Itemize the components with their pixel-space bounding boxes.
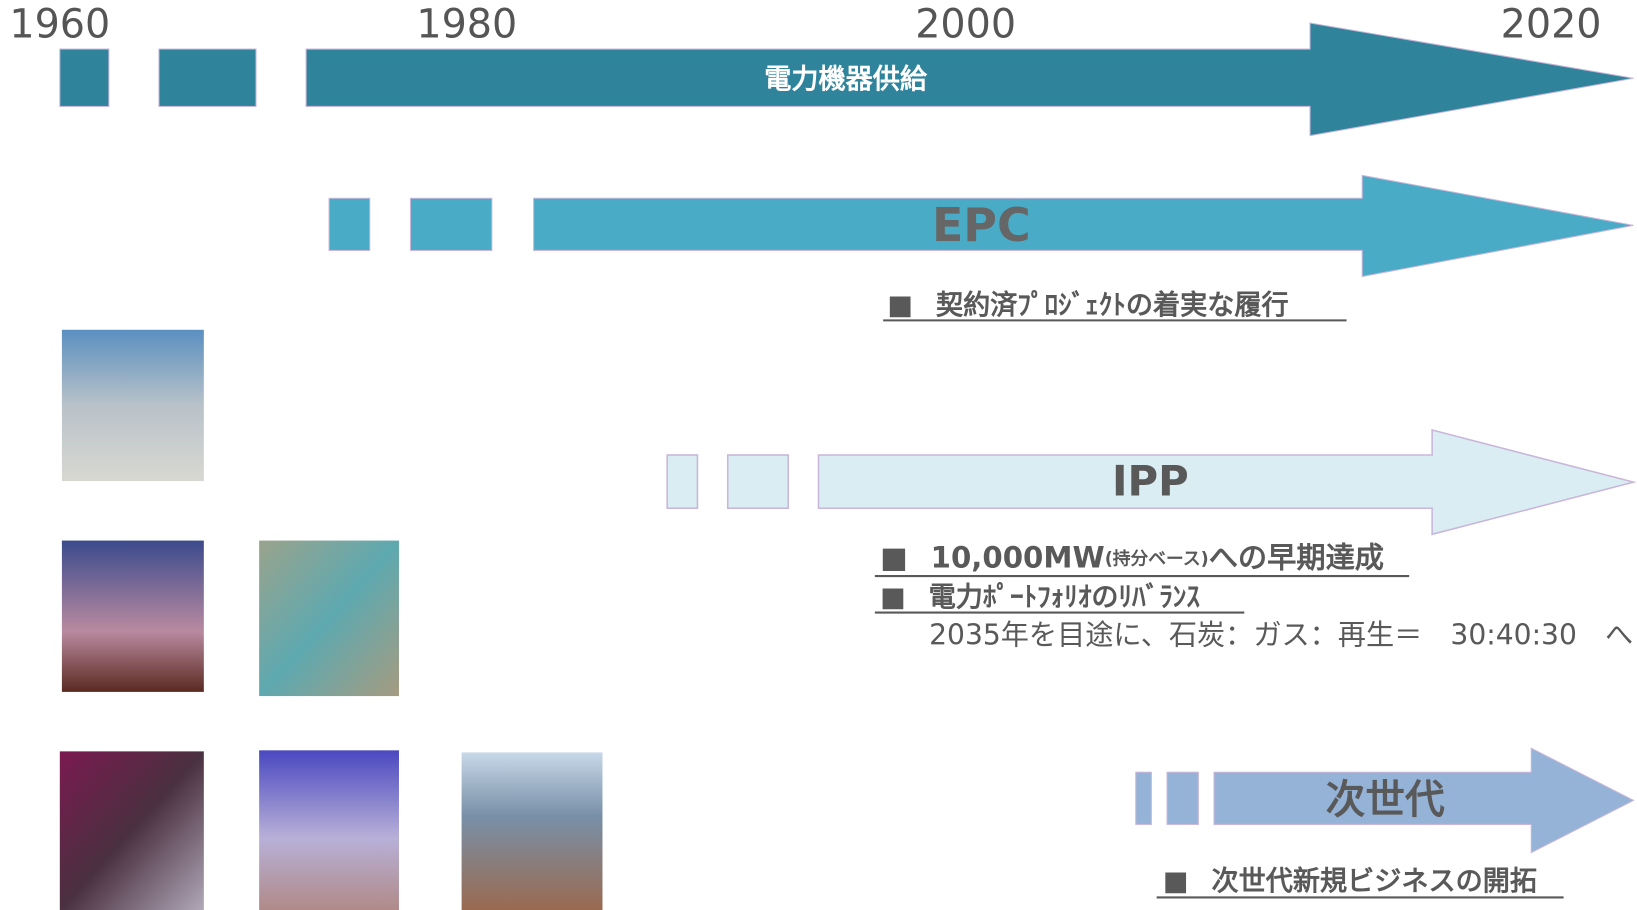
- photo: [259, 541, 399, 696]
- year-label: 2020: [1501, 2, 1602, 48]
- note-text: 次世代新規ビジネスの開拓: [1211, 864, 1537, 896]
- dash-block: [329, 198, 370, 250]
- track-label: IPP: [1112, 457, 1189, 506]
- photo: [62, 541, 204, 692]
- track-next-gen: 次世代: [1136, 748, 1634, 852]
- track-equipment: 電力機器供給: [60, 23, 1634, 136]
- photo: [259, 750, 399, 910]
- dash-block: [410, 198, 491, 250]
- track-ipp: IPP: [667, 430, 1633, 534]
- bullet: ■: [880, 581, 906, 612]
- photos: [60, 330, 603, 910]
- note: ■ 契約済ﾌﾟﾛｼﾞｪｸﾄの着実な履行: [887, 288, 1288, 320]
- year-label: 1960: [9, 2, 110, 48]
- track-label: 次世代: [1326, 777, 1445, 823]
- dash-block: [728, 455, 789, 508]
- year-label: 1980: [416, 2, 517, 48]
- note-text: 契約済ﾌﾟﾛｼﾞｪｸﾄの着実な履行: [936, 288, 1289, 320]
- dash-block: [1167, 772, 1198, 824]
- dash-block: [159, 49, 256, 106]
- arrow: [819, 430, 1634, 534]
- photo: [462, 752, 603, 910]
- track-epc: EPC: [329, 175, 1633, 276]
- note: ■ 次世代新規ビジネスの開拓: [1163, 864, 1537, 896]
- dash-block: [667, 455, 697, 508]
- note-text: 10,000MW: [931, 540, 1105, 574]
- bullet: ■: [1163, 865, 1189, 896]
- dash-block: [1136, 772, 1152, 824]
- photo: [62, 330, 204, 481]
- year-label: 2000: [915, 2, 1016, 48]
- note: ■ 10,000MW(持分ベース)への早期達成: [880, 540, 1384, 574]
- photo: [60, 751, 204, 910]
- timeline-diagram: 1960 1980 2000 2020 電力機器供給 EPC ■ 契約済ﾌﾟﾛｼﾞ…: [0, 0, 1637, 910]
- note-text: 電力ﾎﾟｰﾄﾌｫﾘｵのﾘﾊﾞﾗﾝｽ: [929, 580, 1201, 612]
- note-detail: 2035年を目途に、石炭：ガス：再生＝ 30:40:30 へ: [929, 619, 1633, 652]
- dash-block: [60, 49, 109, 106]
- track-label: 電力機器供給: [764, 63, 928, 95]
- arrow: [534, 175, 1634, 276]
- bullet: ■: [880, 540, 908, 574]
- note-rest: への早期達成: [1209, 540, 1384, 574]
- track-label: EPC: [932, 198, 1031, 252]
- note: ■ 電力ﾎﾟｰﾄﾌｫﾘｵのﾘﾊﾞﾗﾝｽ: [880, 580, 1200, 612]
- bullet: ■: [887, 289, 913, 320]
- note-small: (持分ベース): [1105, 547, 1209, 569]
